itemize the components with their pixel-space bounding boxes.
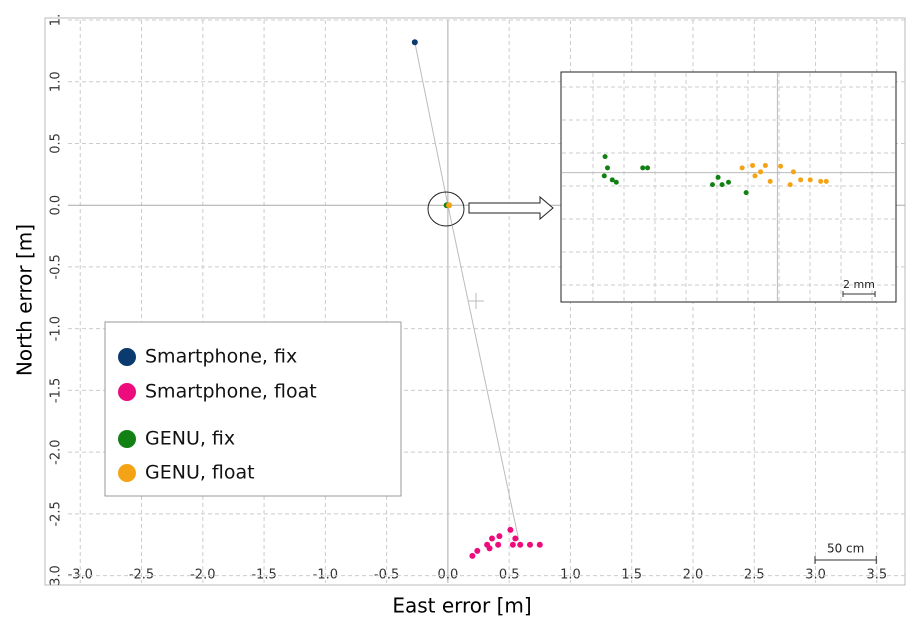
y-tick-label: -2.5: [49, 501, 64, 526]
y-tick-label: -0.5: [49, 254, 64, 279]
point: [762, 162, 768, 168]
x-axis-title: East error [m]: [392, 594, 531, 618]
point: [507, 526, 514, 533]
point: [739, 165, 745, 171]
point: [778, 163, 784, 169]
point: [486, 545, 493, 552]
point: [496, 533, 503, 540]
crosshair: [468, 293, 484, 309]
point: [726, 179, 731, 185]
x-tick-label: -1.0: [313, 568, 338, 583]
point: [807, 177, 813, 183]
point: [823, 178, 829, 184]
scale-bar: [814, 556, 877, 564]
zoom-circle: [427, 191, 465, 227]
legend-label: Smartphone, fix: [145, 346, 297, 368]
legend-box: [104, 321, 402, 497]
point: [787, 182, 793, 188]
x-tick-label: 3.0: [805, 568, 826, 583]
point: [767, 178, 773, 184]
x-tick-label: 1.0: [560, 568, 581, 583]
x-tick-label: 3.5: [866, 568, 887, 583]
point: [474, 547, 481, 554]
point: [798, 177, 804, 183]
scale-bar: [842, 291, 876, 297]
point: [446, 202, 453, 209]
point: [645, 165, 651, 171]
legend-marker: [118, 348, 136, 366]
point: [719, 182, 725, 188]
point: [818, 178, 824, 184]
legend-label: GENU, float: [145, 462, 255, 484]
legend: Smartphone, fix Smartphone, float GENU, fi…: [118, 346, 317, 484]
point: [517, 541, 524, 548]
y-tick-label: 0.5: [49, 133, 64, 154]
point: [715, 174, 721, 180]
x-tick-label: 2.0: [683, 568, 704, 583]
y-tick-label: 0.0: [49, 195, 64, 216]
y-tick-label: 1.: [49, 14, 64, 26]
point: [640, 165, 646, 171]
legend-marker: [118, 383, 136, 401]
point: [602, 154, 608, 160]
point: [750, 162, 756, 168]
y-tick-label: -2.0: [49, 439, 64, 464]
point: [411, 39, 418, 46]
point: [512, 535, 519, 542]
x-tick-label: 0.5: [499, 568, 520, 583]
x-tick-label: 1.5: [621, 568, 642, 583]
point: [709, 182, 715, 188]
x-tick-label: -3.0: [68, 568, 93, 583]
x-tick-label: 0.0: [438, 568, 459, 583]
legend-marker: [118, 430, 136, 448]
legend-marker: [118, 464, 136, 482]
point: [536, 541, 543, 548]
point: [489, 535, 496, 542]
legend-label: Smartphone, float: [145, 381, 317, 403]
point: [752, 173, 758, 179]
y-axis-title: North error [m]: [13, 224, 37, 376]
point: [469, 552, 476, 559]
inset-frame: [560, 71, 897, 303]
x-tick-label: 2.5: [744, 568, 765, 583]
legend-label: GENU, fix: [145, 428, 235, 450]
scale-bar-label: 50 cm: [827, 542, 864, 556]
x-tick-label: -2.5: [129, 568, 154, 583]
point: [613, 179, 619, 185]
point: [758, 169, 764, 175]
point: [790, 169, 796, 175]
y-tick-label: 1.0: [49, 71, 64, 92]
x-tick-label: -0.5: [374, 568, 399, 583]
inset-plot: 2 mm: [562, 73, 895, 301]
point: [604, 165, 610, 171]
y-tick-label: -1.5: [49, 378, 64, 403]
y-tick-label: 3.0: [49, 565, 64, 586]
point: [509, 541, 516, 548]
zoom-arrow: [468, 195, 554, 221]
point: [527, 541, 534, 548]
y-tick-label: -1.0: [49, 316, 64, 341]
x-tick-label: -2.0: [190, 568, 215, 583]
point: [495, 541, 502, 548]
scale-bar-label: 2 mm: [843, 278, 875, 291]
point: [609, 177, 615, 183]
x-tick-label: -1.5: [251, 568, 276, 583]
point: [601, 173, 607, 179]
point: [743, 190, 749, 196]
